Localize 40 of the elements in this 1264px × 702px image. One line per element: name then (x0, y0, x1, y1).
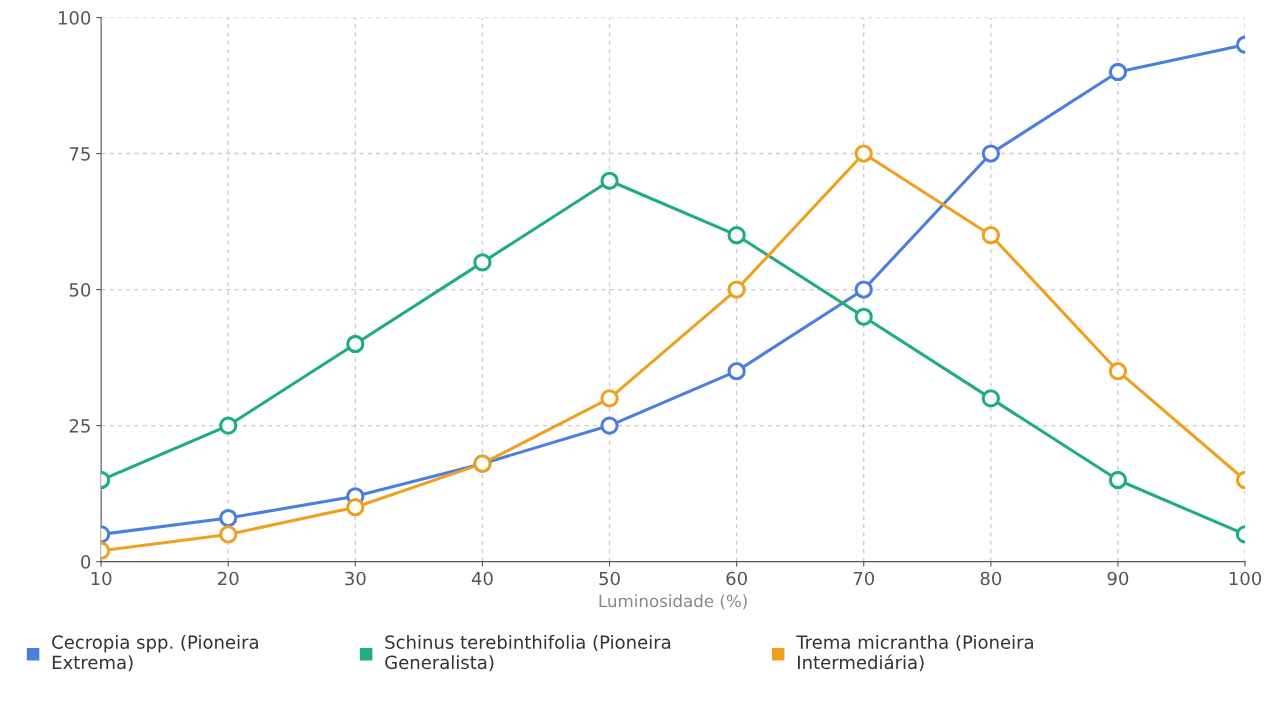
point (981, 144, 1000, 163)
point (727, 226, 746, 245)
point (600, 416, 619, 435)
y-tick-label: 0 (81, 555, 91, 569)
point (981, 389, 1000, 408)
legend-label: Cecropia spp. (Pioneira Extrema) (52, 634, 258, 672)
point (600, 171, 619, 190)
point (1108, 62, 1128, 82)
x-tick-label: 10 (91, 571, 112, 586)
x-tick-label: 40 (471, 571, 493, 586)
x-tick-label: 100 (1229, 571, 1262, 586)
y-tick-label: 25 (69, 419, 90, 433)
x-tick-label: 70 (853, 571, 875, 586)
x-tick-label: 90 (1107, 571, 1129, 586)
x-tick-label: 60 (726, 571, 747, 586)
point (1108, 470, 1128, 490)
y-tick-label: 50 (69, 283, 91, 297)
point (346, 334, 365, 354)
x-tick-label: 50 (599, 571, 620, 586)
point (727, 362, 746, 381)
legend-label: Schinus terebinthifolia (Pioneira Generalista) (385, 634, 671, 672)
x-tick-label: 80 (980, 571, 1002, 586)
x-tick-label: 30 (345, 571, 366, 586)
point (600, 389, 619, 408)
x-axis-title: Luminosidade (%) (599, 594, 747, 610)
point (854, 144, 873, 163)
point (219, 525, 238, 544)
point (346, 498, 365, 517)
point (219, 416, 238, 435)
point (854, 307, 873, 326)
point (1108, 362, 1128, 381)
point (219, 508, 238, 528)
x-tick-label: 20 (218, 571, 239, 586)
legend-label: Trema micrantha (Pioneira Intermediária) (796, 634, 1033, 672)
y-tick-label: 75 (69, 147, 90, 161)
point (981, 226, 1000, 245)
y-tick-label: 100 (58, 11, 91, 25)
point (854, 280, 873, 299)
point (473, 253, 492, 272)
point (727, 280, 746, 299)
